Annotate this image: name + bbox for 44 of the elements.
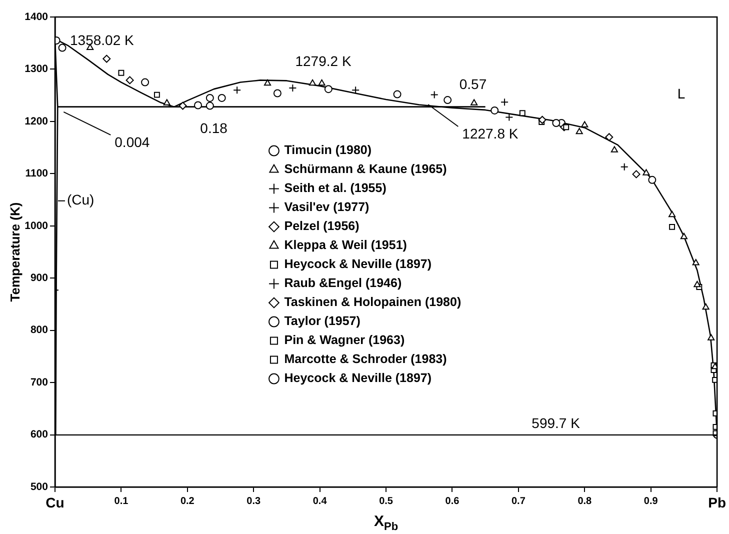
x-tick-label: 0.6 bbox=[445, 496, 460, 507]
annotation: 0.004 bbox=[114, 134, 150, 150]
y-tick-label: 1300 bbox=[24, 63, 48, 76]
x-tick-label: Pb bbox=[708, 494, 726, 510]
x-tick-label: Cu bbox=[46, 494, 64, 510]
y-tick-label: 1000 bbox=[24, 220, 48, 232]
legend-label: Heycock & Neville (1897) bbox=[284, 257, 432, 272]
annotation: 0.57 bbox=[459, 76, 487, 92]
legend-label: Schürmann & Kaune (1965) bbox=[284, 162, 447, 176]
y-tick-label: 1400 bbox=[24, 10, 48, 23]
legend-label: Seith et al. (1955) bbox=[284, 181, 386, 196]
annotation: 0.18 bbox=[200, 120, 228, 136]
y-tick-label: 1100 bbox=[25, 168, 48, 180]
y-tick-label: 800 bbox=[30, 324, 48, 336]
x-tick-label: 0.3 bbox=[246, 496, 262, 507]
x-tick-label: 0.4 bbox=[312, 496, 328, 507]
annotation: L bbox=[677, 85, 686, 102]
annotation: (Cu) bbox=[67, 192, 94, 208]
legend-label: Kleppa & Weil (1951) bbox=[284, 238, 407, 252]
x-tick-label: 0.7 bbox=[511, 496, 526, 507]
legend-label: Taskinen & Holopainen (1980) bbox=[284, 295, 462, 310]
ref-line-label: 599.7 K bbox=[532, 414, 581, 431]
annotation: 1227.8 K bbox=[462, 125, 519, 142]
y-axis-title: Temperature (K) bbox=[7, 202, 22, 302]
x-tick-label: 0.2 bbox=[180, 496, 195, 507]
annotation: 1358.02 K bbox=[70, 32, 134, 48]
legend-label: Vasil'ev (1977) bbox=[284, 200, 370, 214]
legend-label: Pelzel (1956) bbox=[284, 219, 360, 234]
y-tick-label: 900 bbox=[30, 272, 48, 284]
legend-label: Marcotte & Schroder (1983) bbox=[284, 352, 447, 366]
y-tick-label: 600 bbox=[30, 428, 48, 441]
annotation: 1279.2 K bbox=[295, 52, 352, 69]
legend-label: Heycock & Neville (1897) bbox=[284, 371, 432, 386]
x-tick-label: 0.5 bbox=[379, 496, 394, 507]
x-tick-label: 0.1 bbox=[114, 496, 129, 507]
y-tick-label: 1200 bbox=[24, 115, 48, 128]
legend-label: Pin & Wagner (1963) bbox=[284, 333, 405, 348]
legend-label: Timucin (1980) bbox=[284, 143, 372, 158]
x-tick-label: 0.8 bbox=[578, 496, 592, 507]
y-tick-label: 700 bbox=[30, 376, 48, 388]
y-tick-label: 500 bbox=[30, 480, 48, 493]
x-tick-label: 0.9 bbox=[644, 496, 658, 507]
legend-label: Taylor (1957) bbox=[284, 314, 360, 328]
legend-label: Raub &Engel (1946) bbox=[284, 276, 402, 290]
